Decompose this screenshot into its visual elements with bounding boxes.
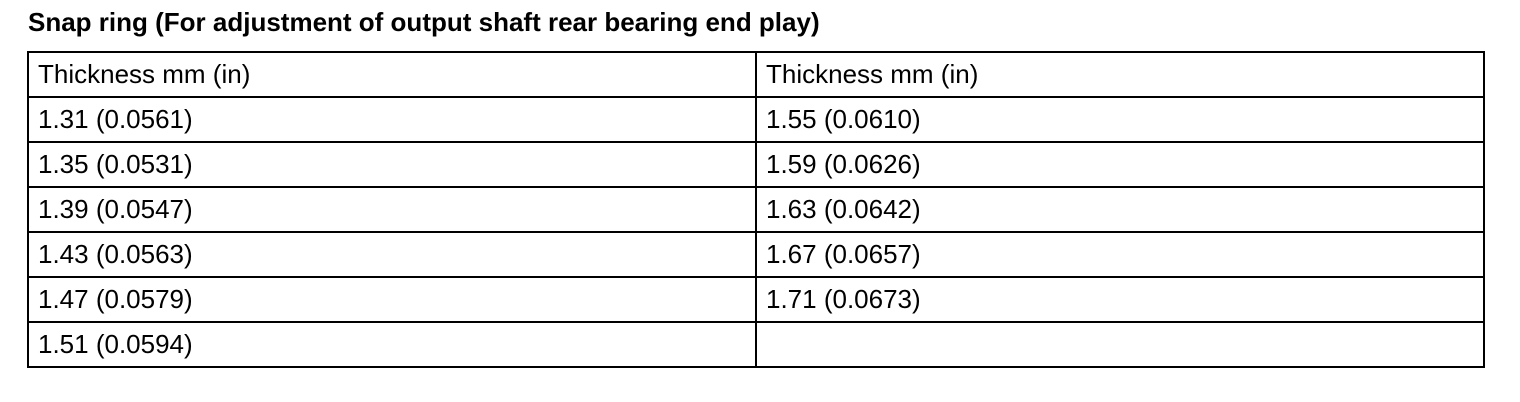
table-row: 1.51 (0.0594) xyxy=(27,321,1485,368)
table-cell: 1.51 (0.0594) xyxy=(27,321,757,368)
data-table: Thickness mm (in) Thickness mm (in) 1.31 … xyxy=(27,51,1485,368)
table-cell: 1.35 (0.0531) xyxy=(27,141,757,188)
table-row: 1.47 (0.0579) 1.71 (0.0673) xyxy=(27,276,1485,323)
header-cell: Thickness mm (in) xyxy=(755,51,1485,98)
table-cell: 1.59 (0.0626) xyxy=(755,141,1485,188)
table-cell: 1.47 (0.0579) xyxy=(27,276,757,323)
table-cell: 1.55 (0.0610) xyxy=(755,96,1485,143)
table-cell: 1.43 (0.0563) xyxy=(27,231,757,278)
table-cell: 1.31 (0.0561) xyxy=(27,96,757,143)
table-cell: 1.63 (0.0642) xyxy=(755,186,1485,233)
table-cell: 1.71 (0.0673) xyxy=(755,276,1485,323)
table-cell: 1.39 (0.0547) xyxy=(27,186,757,233)
table-row: 1.35 (0.0531) 1.59 (0.0626) xyxy=(27,141,1485,188)
header-cell: Thickness mm (in) xyxy=(27,51,757,98)
empty-cell xyxy=(755,321,1485,368)
table-cell: 1.67 (0.0657) xyxy=(755,231,1485,278)
table-row: 1.31 (0.0561) 1.55 (0.0610) xyxy=(27,96,1485,143)
table-row: 1.39 (0.0547) 1.63 (0.0642) xyxy=(27,186,1485,233)
title: Snap ring (For adjustment of output shaf… xyxy=(28,7,820,37)
header-row: Thickness mm (in) Thickness mm (in) xyxy=(27,51,1485,98)
table-row: 1.43 (0.0563) 1.67 (0.0657) xyxy=(27,231,1485,278)
